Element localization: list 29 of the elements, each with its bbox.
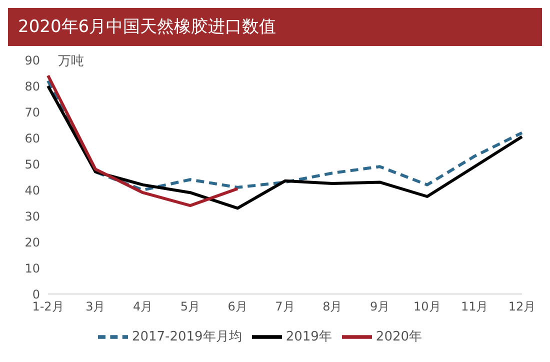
x-tick-label: 1-2月 — [32, 300, 64, 314]
x-tick-label: 8月 — [322, 300, 342, 314]
x-tick-label: 11月 — [460, 300, 488, 314]
y-tick-label: 40 — [24, 183, 40, 198]
y-tick-label: 90 — [24, 53, 40, 68]
chart-title: 2020年6月中国天然橡胶进口数值 — [8, 8, 542, 46]
y-tick-label: 70 — [24, 105, 40, 120]
y-tick-label: 30 — [24, 209, 40, 224]
y-tick-label: 80 — [24, 79, 40, 94]
x-tick-label: 4月 — [132, 300, 153, 314]
legend-label: 2019年 — [286, 330, 332, 345]
y-tick-label: 20 — [24, 235, 40, 250]
y-tick-label: 10 — [24, 261, 40, 276]
line-series — [46, 84, 524, 210]
legend-label: 2020年 — [376, 330, 422, 345]
x-tick-label: 7月 — [275, 300, 295, 314]
x-tick-label: 3月 — [86, 300, 106, 314]
x-tick-label: 12月 — [508, 300, 536, 314]
legend-label: 2017-2019年月均 — [132, 330, 242, 345]
x-tick-label: 9月 — [370, 300, 390, 314]
line-series — [46, 74, 240, 208]
x-tick-label: 5月 — [180, 300, 200, 314]
x-tick-label: 6月 — [228, 300, 248, 314]
y-tick-label: 50 — [24, 157, 40, 172]
y-tick-label: 0 — [32, 287, 40, 302]
y-axis-title: 万吨 — [58, 53, 84, 70]
line-series — [46, 79, 524, 192]
x-tick-label: 10月 — [414, 300, 441, 314]
y-tick-label: 60 — [24, 131, 40, 146]
